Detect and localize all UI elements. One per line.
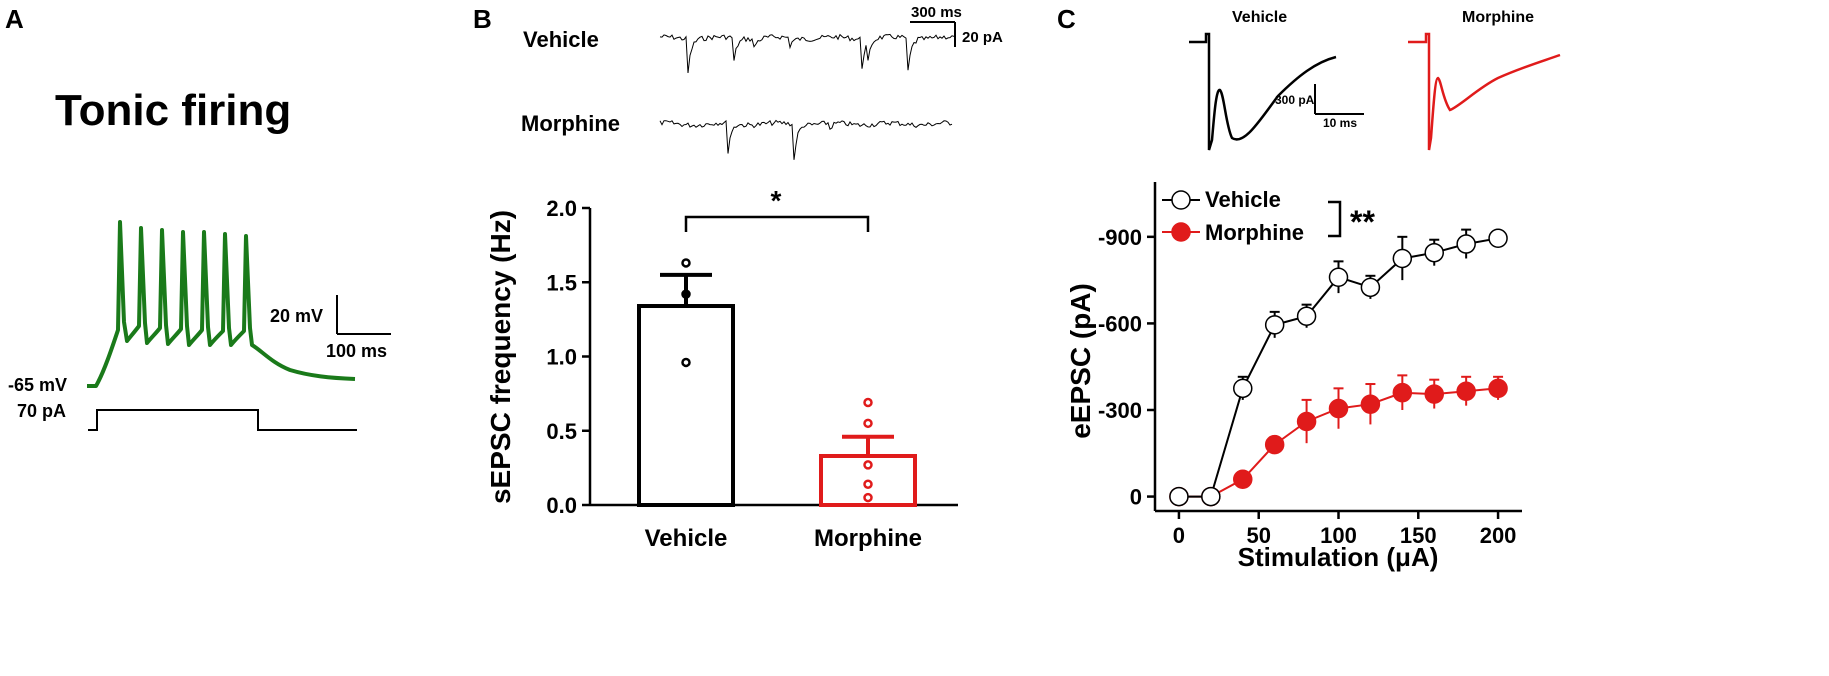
panel-b-scale-current: 20 pA	[962, 29, 1003, 46]
data-point-vehicle	[1456, 234, 1476, 254]
x-axis-label: Stimulation (μA)	[1238, 542, 1439, 572]
y-tick-label: -600	[1098, 311, 1142, 336]
data-point-morphine	[1488, 378, 1508, 399]
eepsc-trace-morphine	[1408, 32, 1561, 151]
panel-b: B Vehicle Morphine 300 ms 20 pA 0.0 0.5 1.…	[473, 4, 1003, 552]
legend-label-morphine: Morphine	[1205, 220, 1304, 245]
legend-label-vehicle: Vehicle	[1205, 187, 1281, 212]
panel-c-scale-bar: 300 pA 10 ms	[1275, 84, 1364, 130]
x-tick-label: 150	[1400, 523, 1437, 548]
eepsc-trace-vehicle	[1189, 32, 1337, 151]
data-point-morphine	[1360, 394, 1381, 414]
data-point-vehicle	[681, 258, 691, 268]
x-tick-label: 0	[1173, 523, 1185, 548]
panel-letter-b: B	[473, 4, 492, 34]
y-tick-label: 1.5	[546, 270, 577, 295]
data-point-vehicle	[1328, 267, 1349, 287]
bar-vehicle	[637, 304, 735, 508]
panel-letter-a: A	[5, 4, 24, 34]
y-tick-label: -300	[1098, 398, 1142, 423]
sepsc-trace-vehicle	[659, 33, 955, 74]
panel-b-scale-bar: 300 ms 20 pA	[910, 4, 1003, 47]
data-point-vehicle	[1392, 248, 1413, 269]
resting-potential-label: -65 mV	[8, 375, 67, 395]
sepsc-trace-label-vehicle: Vehicle	[523, 27, 599, 52]
y-tick-label: 0.0	[546, 493, 577, 518]
y-tick-label: 0	[1130, 485, 1142, 510]
eepsc-line-chart: 0 -300 -600 -900 0 50 100 150 200 eEPSC (pA) Stimu…	[1065, 182, 1522, 572]
panel-c-scale-time: 10 ms	[1323, 116, 1357, 130]
panel-c-scale-current: 300 pA	[1275, 93, 1315, 107]
y-tick-label: 0.5	[546, 419, 577, 444]
panel-a-title: Tonic firing	[55, 86, 291, 135]
data-point-vehicle	[1296, 306, 1317, 326]
data-point-morphine	[1264, 434, 1285, 455]
y-axis-label: sEPSC frequency (Hz)	[485, 210, 516, 504]
panel-letter-c: C	[1057, 4, 1076, 34]
panel-c: C Vehicle Morphine 300 pA 10 ms 0 -300 -60…	[1057, 4, 1561, 572]
significance-stars: **	[1350, 204, 1375, 240]
data-point-morphine	[1392, 382, 1413, 403]
data-point-vehicle	[1264, 315, 1285, 335]
x-tick-label: Vehicle	[645, 525, 728, 552]
eepsc-trace-label-vehicle: Vehicle	[1232, 9, 1287, 26]
legend-marker-vehicle	[1171, 190, 1191, 210]
current-step-trace	[88, 409, 357, 431]
data-point-vehicle	[1424, 242, 1444, 263]
x-tick-label: Morphine	[814, 525, 922, 552]
panel-a-scale-voltage: 20 mV	[270, 306, 323, 326]
x-tick-label: 100	[1320, 523, 1357, 548]
panel-b-scale-time: 300 ms	[911, 4, 962, 21]
x-tick-label: 50	[1246, 523, 1270, 548]
line-chart-axes: 0 -300 -600 -900 0 50 100 150 200 eEPSC (pA) Stimu…	[1065, 182, 1522, 572]
y-tick-label: -900	[1098, 225, 1142, 250]
legend-marker-morphine	[1171, 222, 1191, 242]
eepsc-trace-label-morphine: Morphine	[1462, 9, 1534, 26]
data-point-vehicle	[1201, 486, 1221, 507]
y-tick-label: 1.0	[546, 345, 577, 370]
data-point-morphine	[1296, 411, 1317, 432]
data-point-vehicle	[681, 357, 691, 368]
line-chart-marks	[1169, 228, 1508, 507]
data-point-vehicle	[1169, 486, 1189, 507]
panel-a-scale-time: 100 ms	[326, 341, 387, 361]
sepsc-trace-label-morphine: Morphine	[521, 111, 620, 136]
data-point-morphine	[1328, 398, 1349, 419]
panel-a-scale-bar: 20 mV 100 ms	[270, 295, 391, 361]
bar-chart-marks	[637, 258, 917, 508]
y-tick-label: 2.0	[546, 196, 577, 221]
data-point-morphine	[863, 397, 873, 408]
chart-legend: Vehicle Morphine **	[1162, 187, 1375, 245]
spike-trace	[87, 220, 356, 388]
panel-a: A Tonic firing -65 mV 70 pA 20 mV 100 ms	[5, 4, 391, 431]
data-point-vehicle	[1233, 378, 1253, 399]
data-point-vehicle	[1488, 228, 1508, 249]
sepsc-trace-morphine	[659, 119, 953, 160]
y-axis-label: eEPSC (pA)	[1065, 283, 1096, 439]
x-tick-label: 200	[1480, 523, 1517, 548]
significance-bracket-c	[1328, 200, 1342, 238]
data-point-morphine	[863, 460, 873, 470]
data-point-morphine	[1233, 469, 1253, 490]
data-point-morphine	[863, 418, 873, 429]
data-point-morphine	[1456, 381, 1476, 401]
sepsc-bar-chart: 0.0 0.5 1.0 1.5 2.0 sEPSC frequency (Hz) Vehic…	[485, 185, 958, 552]
injected-current-label: 70 pA	[17, 401, 66, 421]
data-point-morphine	[1424, 384, 1444, 404]
mean-dot	[682, 290, 690, 299]
data-point-morphine	[863, 479, 873, 489]
significance-star: *	[771, 185, 782, 216]
data-point-morphine	[863, 492, 873, 503]
significance-bracket: *	[684, 185, 870, 232]
data-point-vehicle	[1360, 277, 1381, 298]
